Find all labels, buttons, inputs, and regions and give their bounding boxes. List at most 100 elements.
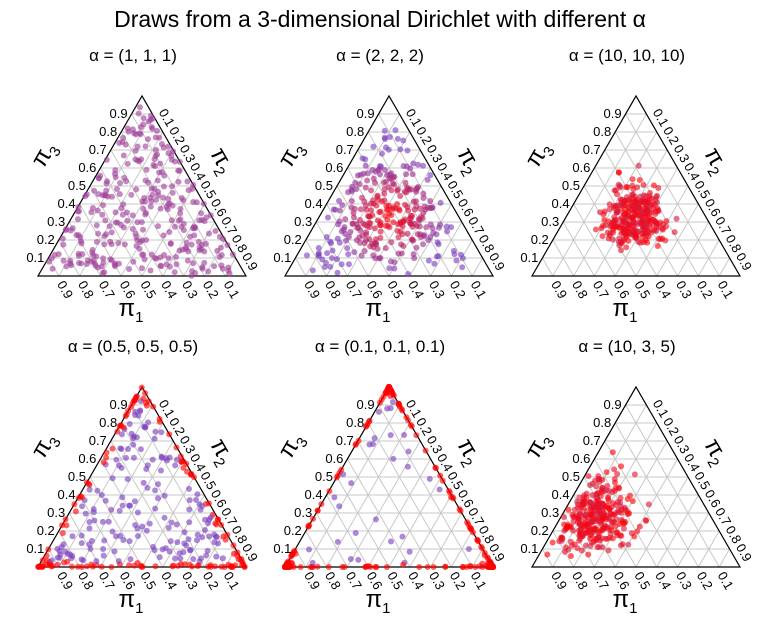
panel-title: α = (10, 3, 5) — [578, 337, 676, 356]
panel-title: α = (10, 10, 10) — [568, 46, 686, 65]
data-point — [385, 206, 392, 213]
data-point — [642, 517, 649, 524]
data-point — [611, 220, 618, 227]
data-point — [399, 533, 406, 540]
grid-line — [58, 530, 81, 568]
data-point — [172, 462, 179, 469]
tick-label-pi3: 0.1 — [26, 250, 44, 265]
data-point — [398, 405, 405, 412]
data-point — [433, 231, 440, 238]
tick-label-pi3: 0.6 — [325, 451, 343, 466]
data-point — [647, 203, 654, 210]
data-point — [127, 556, 134, 563]
grid-line — [131, 404, 226, 568]
data-point — [381, 166, 388, 173]
data-point — [329, 247, 336, 254]
data-point — [453, 257, 460, 264]
data-point — [623, 184, 630, 191]
tick-label-pi3: 0.1 — [273, 250, 291, 265]
data-point — [143, 527, 150, 534]
data-point — [59, 530, 66, 537]
data-point — [401, 431, 408, 438]
data-point — [381, 186, 388, 193]
ternary-plot: 0.10.10.10.20.20.20.30.30.30.40.40.40.50… — [520, 94, 755, 326]
data-point — [100, 259, 107, 266]
data-point — [467, 525, 474, 532]
tick-label-pi1: 0.7 — [590, 569, 612, 592]
grid-line — [305, 530, 328, 568]
data-point — [349, 220, 356, 227]
data-point — [622, 211, 629, 218]
data-point — [588, 526, 595, 533]
data-point — [75, 203, 82, 210]
data-point — [386, 134, 393, 141]
data-point — [177, 205, 184, 212]
grid-line — [471, 548, 484, 568]
data-point — [627, 492, 634, 499]
tick-label-pi1: 0.7 — [343, 569, 365, 592]
data-point — [420, 232, 427, 239]
data-point — [333, 474, 340, 481]
data-point — [614, 209, 621, 215]
grid-line — [718, 548, 731, 568]
data-point — [143, 166, 150, 173]
data-point — [91, 187, 98, 194]
grid-line — [388, 476, 442, 568]
data-point — [100, 255, 107, 262]
data-point — [63, 522, 70, 529]
data-point — [149, 125, 156, 132]
data-point — [640, 181, 647, 188]
data-point — [423, 224, 430, 231]
data-point — [205, 500, 212, 507]
data-point — [315, 244, 322, 251]
data-point — [205, 268, 212, 275]
data-point — [621, 520, 628, 527]
data-point — [377, 222, 384, 229]
tick-label-pi1: 0.1 — [221, 278, 243, 301]
data-point — [383, 563, 390, 570]
data-points — [592, 162, 680, 254]
grid-line — [593, 440, 668, 568]
data-point — [213, 553, 220, 560]
data-point — [570, 518, 577, 525]
tick-label-pi3: 0.5 — [315, 469, 333, 484]
data-point — [372, 168, 379, 175]
data-point — [45, 546, 52, 553]
data-point — [144, 484, 151, 491]
data-point — [413, 188, 420, 195]
data-point — [595, 534, 602, 541]
data-point — [153, 255, 160, 262]
data-point — [155, 192, 162, 199]
data-point — [46, 258, 53, 265]
data-point — [323, 259, 330, 266]
data-point — [484, 554, 491, 561]
data-point — [605, 493, 612, 500]
data-point — [112, 219, 119, 226]
tick-label-pi3: 0.4 — [552, 487, 570, 502]
grid-line — [346, 440, 421, 568]
data-point — [372, 564, 379, 570]
data-point — [165, 255, 172, 262]
data-point — [151, 185, 158, 192]
data-point — [297, 564, 304, 570]
tick-label-pi1: 0.9 — [548, 569, 570, 592]
data-point — [198, 241, 205, 248]
data-point — [193, 496, 200, 503]
data-point — [160, 144, 167, 151]
data-point — [142, 424, 149, 431]
triangle-outline — [530, 94, 742, 277]
data-point — [148, 251, 155, 258]
data-point — [116, 462, 123, 469]
data-point — [152, 152, 159, 159]
grid-line — [604, 440, 679, 568]
data-point — [103, 156, 110, 163]
data-point — [599, 233, 606, 240]
data-point — [333, 256, 340, 263]
data-point — [79, 251, 86, 258]
data-point — [283, 563, 290, 570]
data-point — [145, 419, 152, 426]
data-point — [625, 237, 632, 244]
data-point — [191, 474, 198, 481]
data-point — [138, 219, 145, 226]
data-point — [606, 488, 613, 494]
